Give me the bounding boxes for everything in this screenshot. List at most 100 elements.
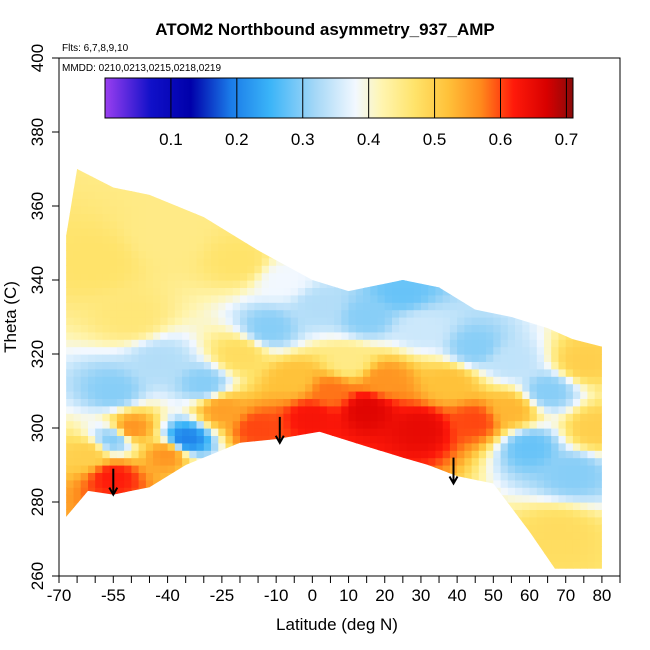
heat-cell xyxy=(95,569,103,577)
heat-cell xyxy=(116,553,125,562)
heat-cell xyxy=(334,450,342,459)
heat-cell xyxy=(225,339,234,348)
heat-cell xyxy=(392,220,400,229)
heat-cell xyxy=(145,198,154,207)
heat-cell xyxy=(536,287,545,296)
heat-cell xyxy=(558,465,567,473)
heat-cell xyxy=(529,309,538,318)
heat-cell xyxy=(602,310,610,318)
heat-cell xyxy=(66,243,74,251)
heat-cell xyxy=(544,494,552,503)
heat-cell xyxy=(478,472,487,481)
heat-cell xyxy=(392,287,400,296)
heat-cell xyxy=(102,442,111,451)
heat-cell xyxy=(261,516,270,525)
heat-cell xyxy=(558,354,567,362)
heat-cell xyxy=(522,206,531,214)
heat-cell xyxy=(203,376,212,385)
heat-cell xyxy=(124,479,132,488)
heat-cell xyxy=(116,324,125,333)
heat-cell xyxy=(544,206,552,214)
heat-cell xyxy=(283,450,292,459)
heat-cell xyxy=(268,265,277,274)
heat-cell xyxy=(435,376,444,385)
heat-cell xyxy=(529,509,538,518)
heat-cell xyxy=(392,516,400,525)
heat-cell xyxy=(420,294,429,303)
heat-cell xyxy=(138,531,147,540)
heat-cell xyxy=(515,361,523,370)
heat-cell xyxy=(182,502,190,510)
heat-cell xyxy=(124,354,132,362)
heat-cell xyxy=(500,235,509,244)
heat-cell xyxy=(565,243,574,251)
heat-cell xyxy=(145,435,154,444)
heat-cell xyxy=(124,472,132,481)
heat-cell xyxy=(232,331,241,340)
heat-cell xyxy=(225,465,234,473)
heat-cell xyxy=(457,317,465,325)
heat-cell xyxy=(580,465,588,473)
heat-cell xyxy=(544,569,552,577)
heat-cell xyxy=(80,413,89,422)
heat-cell xyxy=(522,479,531,488)
heat-cell xyxy=(529,243,538,251)
heat-cell xyxy=(457,206,465,214)
heat-cell xyxy=(189,169,198,177)
heat-cell xyxy=(211,479,219,488)
heat-cell xyxy=(529,413,538,422)
heat-cell xyxy=(124,309,132,318)
heat-cell xyxy=(312,442,321,451)
heat-cell xyxy=(406,361,415,370)
heat-cell xyxy=(355,169,364,170)
heat-cell xyxy=(240,391,248,399)
heat-cell xyxy=(305,294,313,303)
heat-cell xyxy=(363,435,371,444)
heat-cell xyxy=(189,228,198,237)
heat-cell xyxy=(131,487,140,496)
heat-cell xyxy=(261,176,270,185)
heat-cell xyxy=(66,287,74,296)
heat-cell xyxy=(406,198,415,207)
heat-cell xyxy=(377,442,386,451)
heat-cell xyxy=(254,331,263,340)
heat-cell xyxy=(116,561,125,569)
heat-cell xyxy=(276,235,284,244)
heat-cell xyxy=(551,435,559,444)
heat-cell xyxy=(261,561,270,569)
heat-cell xyxy=(558,228,567,237)
heat-cell xyxy=(138,309,147,318)
heat-cell xyxy=(211,265,219,274)
heat-cell xyxy=(66,287,67,296)
heat-cell xyxy=(500,250,509,259)
heat-cell xyxy=(471,183,480,192)
heat-cell xyxy=(507,302,516,311)
heat-cell xyxy=(276,213,284,222)
heat-cell xyxy=(406,398,415,407)
heat-cell xyxy=(240,494,248,503)
heat-cell xyxy=(435,405,444,414)
heat-cell xyxy=(95,553,103,562)
heat-cell xyxy=(73,324,82,333)
heat-cell xyxy=(240,472,248,481)
heat-cell xyxy=(247,228,255,237)
heat-cell xyxy=(189,435,198,444)
heat-cell xyxy=(392,531,400,540)
heat-cell xyxy=(594,198,602,207)
heat-cell xyxy=(384,472,393,481)
heat-cell xyxy=(203,198,212,207)
heat-cell xyxy=(167,339,176,348)
heat-cell xyxy=(348,405,357,414)
heat-cell xyxy=(413,272,422,281)
heat-cell xyxy=(66,428,67,436)
heat-cell xyxy=(406,539,415,547)
heat-cell xyxy=(102,428,111,436)
heat-cell xyxy=(109,509,118,518)
heat-cell xyxy=(297,405,306,414)
heat-cell xyxy=(66,302,67,311)
heat-cell xyxy=(326,420,335,429)
heat-cell xyxy=(218,502,227,510)
heat-cell xyxy=(88,546,96,555)
heat-cell xyxy=(341,413,350,422)
heat-cell xyxy=(536,391,545,399)
